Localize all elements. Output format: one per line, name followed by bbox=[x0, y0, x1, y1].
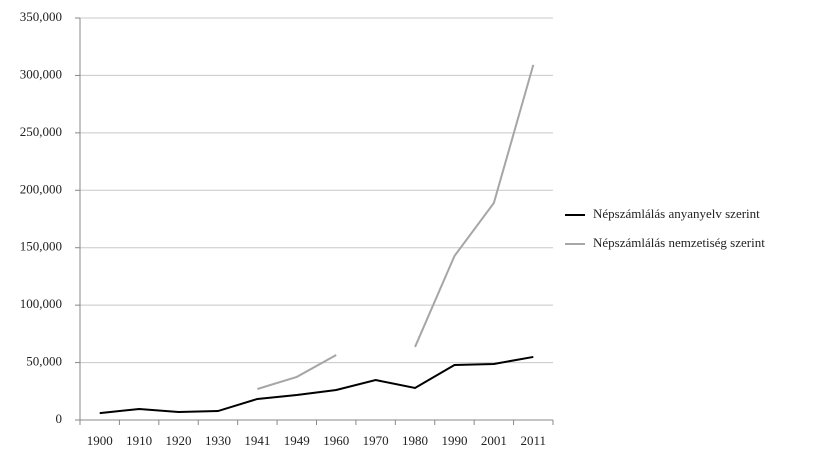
y-tick-label: 50,000 bbox=[26, 354, 62, 369]
y-tick-label: 100,000 bbox=[20, 296, 62, 311]
x-tick-label: 1960 bbox=[323, 433, 349, 448]
x-tick-label: 1910 bbox=[126, 433, 152, 448]
y-tick-label: 350,000 bbox=[20, 9, 62, 24]
legend-label: Népszámlálás anyanyelv szerint bbox=[593, 206, 760, 221]
x-tick-label: 2001 bbox=[481, 433, 507, 448]
x-tick-label: 1900 bbox=[87, 433, 113, 448]
y-tick-label: 150,000 bbox=[20, 239, 62, 254]
x-tick-label: 1970 bbox=[363, 433, 389, 448]
legend-label: Népszámlálás nemzetiség szerint bbox=[593, 235, 765, 250]
x-tick-label: 1930 bbox=[205, 433, 231, 448]
series-line bbox=[99, 355, 534, 415]
x-tick-label: 1980 bbox=[402, 433, 428, 448]
x-tick-label: 1949 bbox=[284, 433, 310, 448]
y-tick-label: 300,000 bbox=[20, 66, 62, 81]
x-tick-label: 1941 bbox=[244, 433, 270, 448]
y-tick-label: 200,000 bbox=[20, 181, 62, 196]
y-tick-label: 0 bbox=[56, 411, 63, 426]
series-line bbox=[257, 64, 535, 390]
x-tick-label: 1920 bbox=[166, 433, 192, 448]
x-tick-label: 1990 bbox=[441, 433, 467, 448]
x-tick-label: 2011 bbox=[521, 433, 547, 448]
y-tick-label: 250,000 bbox=[20, 124, 62, 139]
